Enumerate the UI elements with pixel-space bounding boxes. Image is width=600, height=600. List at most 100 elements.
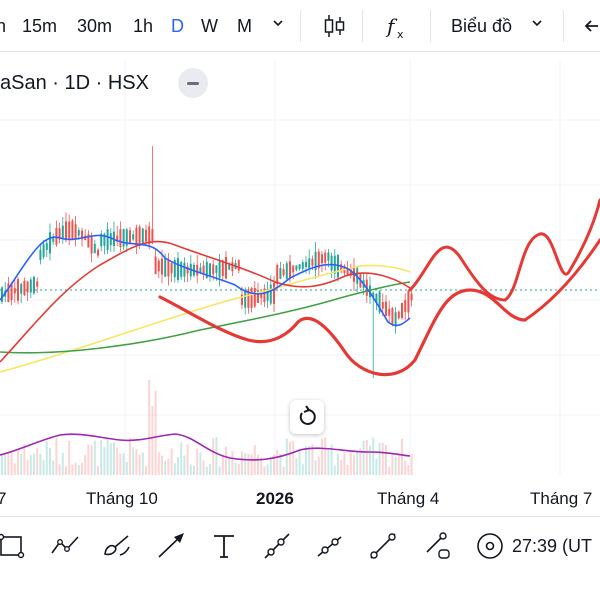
timeframe-more-chevron-icon[interactable] (273, 18, 283, 28)
time-axis[interactable]: 7 Tháng 10 2026 Tháng 4 Tháng 7 (0, 478, 600, 516)
candle-body (39, 249, 42, 260)
volume-bar (250, 454, 253, 475)
candles-icon[interactable] (320, 12, 348, 40)
arrow-tool-icon[interactable] (154, 529, 188, 563)
candle-body (81, 230, 83, 240)
volume-bar (145, 466, 147, 475)
candle-body (266, 288, 269, 301)
volume-bar (308, 445, 311, 475)
volume-bar (119, 453, 122, 475)
candle-body (289, 261, 291, 279)
candle-body (74, 224, 77, 239)
chart-type-chevron-icon[interactable] (532, 18, 542, 28)
candle-body (244, 290, 247, 308)
chart-type-label[interactable]: Biểu đồ (451, 16, 513, 36)
line-circle-tool-icon[interactable] (419, 529, 453, 563)
volume-bar (97, 466, 99, 475)
candle-body (327, 252, 330, 261)
timeframe-1w[interactable]: W (201, 16, 218, 36)
trend-path-tool-icon[interactable] (48, 529, 82, 563)
candle-body (385, 301, 387, 316)
volume-bar (84, 454, 87, 475)
volume-bar (113, 442, 115, 475)
volume-bar (340, 459, 343, 475)
brush-tool-icon[interactable] (100, 529, 134, 563)
candle-body (154, 256, 157, 275)
chart-grid (0, 60, 600, 475)
candle-body (375, 293, 378, 303)
candle-body (247, 289, 250, 308)
drawing-extension (523, 238, 600, 322)
ray-tool-icon[interactable] (260, 529, 294, 563)
volume-bar (305, 446, 307, 475)
candle-body (13, 288, 16, 294)
candle-body (26, 281, 29, 293)
candle-body (106, 229, 109, 250)
reset-chart-button[interactable] (290, 400, 324, 434)
volume-bar (282, 466, 285, 475)
candle-body (141, 228, 144, 244)
trend-line-tool-icon[interactable] (313, 529, 347, 563)
volume-bar (45, 441, 48, 475)
candle-body (311, 258, 314, 266)
volume-bar (385, 445, 387, 475)
volume-bar (141, 452, 144, 475)
candle-body (52, 236, 55, 242)
drawing-toolbar: 27:39 (UT (0, 516, 600, 574)
candle-body (100, 233, 103, 247)
toolbar-divider (430, 10, 431, 42)
candle-body (209, 263, 211, 277)
timeframe-5m[interactable]: h (0, 16, 7, 36)
extended-line-tool-icon[interactable] (366, 529, 400, 563)
volume-bar (260, 457, 263, 475)
timeframe-1m[interactable]: M (237, 16, 252, 36)
candle-body (186, 266, 189, 274)
volume-bar (17, 450, 19, 475)
candle-body (378, 291, 381, 313)
timeframe-30m[interactable]: 30m (77, 16, 113, 36)
volume-bar (289, 441, 291, 475)
target-tool-icon[interactable] (473, 529, 507, 563)
volume-bar (65, 466, 67, 475)
timeframe-1d[interactable]: D (171, 16, 184, 36)
volume-bar (225, 446, 227, 475)
volume-bar (122, 452, 125, 475)
volume-bar (129, 438, 131, 475)
candle-body (77, 230, 80, 236)
volume-bar (135, 449, 138, 475)
undo-arrow-icon[interactable] (582, 12, 600, 40)
candle-body (177, 258, 179, 280)
candle-body (295, 265, 298, 271)
candle-body (183, 262, 186, 277)
volume-bar (353, 454, 355, 475)
volume-bar (202, 460, 205, 475)
volume-bar (349, 451, 352, 475)
candle-body (68, 221, 71, 239)
volume-bar (116, 447, 119, 475)
price-chart[interactable] (0, 53, 600, 475)
indicators-fx-icon[interactable]: f x (384, 12, 412, 40)
volume-bar (125, 461, 128, 475)
candle-body (36, 281, 39, 287)
volume-bar (215, 437, 218, 475)
candle-body (23, 280, 26, 296)
candle-body (410, 293, 413, 301)
candle-body (305, 261, 307, 267)
candle-body (97, 249, 99, 256)
svg-text:x: x (397, 28, 404, 40)
candlesticks (1, 146, 413, 378)
volume-bar (324, 437, 327, 475)
candle-body (10, 283, 13, 301)
rectangle-tool-icon[interactable] (0, 529, 28, 563)
symbol-legend: aSan · 1D · HSX (0, 72, 149, 94)
volume-bar (365, 439, 368, 475)
candle-body (205, 261, 208, 279)
text-tool-icon[interactable] (207, 529, 241, 563)
volume-bar (346, 464, 349, 475)
timeframe-15m[interactable]: 15m (22, 16, 58, 36)
timeframe-1h[interactable]: 1h (133, 16, 154, 36)
ma-red-line (0, 240, 411, 363)
volume-bar (314, 460, 317, 475)
candle-body (45, 243, 48, 250)
legend-collapse-button[interactable] (178, 68, 208, 98)
